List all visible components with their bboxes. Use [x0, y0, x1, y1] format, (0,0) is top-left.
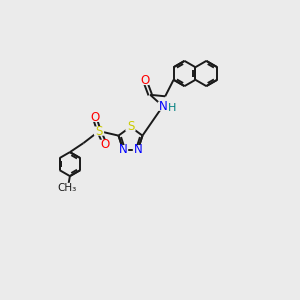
FancyBboxPatch shape	[140, 76, 150, 85]
FancyBboxPatch shape	[56, 183, 77, 192]
FancyBboxPatch shape	[167, 103, 178, 112]
Text: O: O	[140, 74, 149, 87]
Text: CH₃: CH₃	[57, 182, 76, 193]
FancyBboxPatch shape	[125, 122, 136, 131]
Text: H: H	[168, 103, 177, 113]
Text: N: N	[134, 143, 142, 156]
FancyBboxPatch shape	[133, 145, 143, 154]
Text: N: N	[119, 143, 128, 156]
FancyBboxPatch shape	[118, 145, 128, 154]
FancyBboxPatch shape	[89, 113, 100, 122]
FancyBboxPatch shape	[94, 127, 104, 136]
FancyBboxPatch shape	[100, 140, 110, 149]
Text: N: N	[158, 100, 167, 113]
Text: S: S	[127, 120, 134, 134]
FancyBboxPatch shape	[158, 101, 168, 111]
Text: S: S	[95, 124, 103, 138]
Text: O: O	[90, 111, 99, 124]
Text: O: O	[100, 138, 109, 151]
